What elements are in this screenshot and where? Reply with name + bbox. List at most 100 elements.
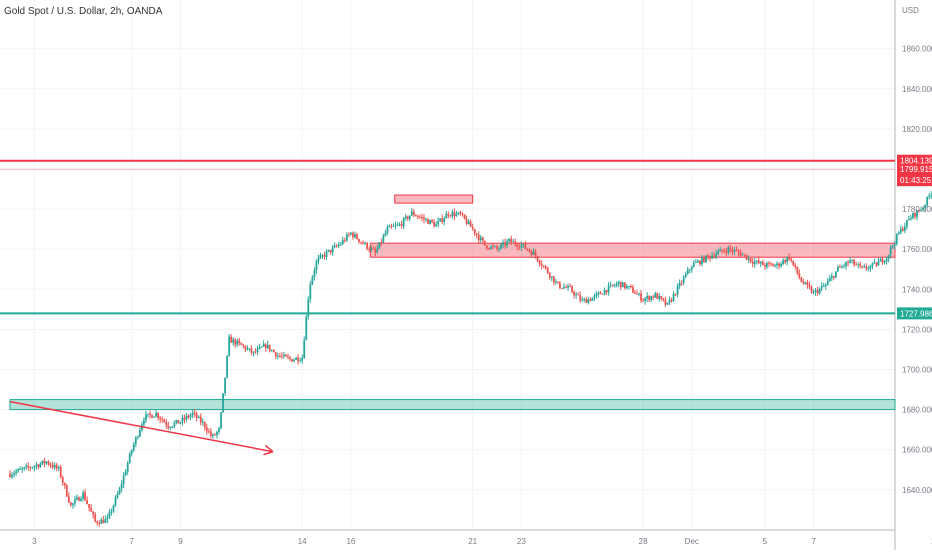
candle-body <box>646 296 649 299</box>
candle-body <box>893 243 896 246</box>
candle-body <box>341 239 344 244</box>
candle-body <box>435 224 438 227</box>
candle-body <box>264 344 267 348</box>
candle-body <box>303 340 306 359</box>
candle-body <box>467 221 470 225</box>
candle-body <box>508 238 511 242</box>
candle-body <box>220 412 222 429</box>
candle-body <box>826 281 829 285</box>
candle-body <box>747 258 750 260</box>
candle-body <box>796 266 799 274</box>
candle-body <box>102 519 105 523</box>
candle-body <box>414 215 417 217</box>
candle-body <box>390 225 393 227</box>
candle-body <box>658 296 661 299</box>
resistance-zone <box>369 242 896 258</box>
candle-body <box>926 196 929 206</box>
candle-body <box>887 254 890 259</box>
candle-body <box>761 261 764 266</box>
price-tick-label: 1860.000 <box>902 45 932 54</box>
candle-body <box>126 463 129 472</box>
candle-body <box>719 249 722 252</box>
candle-body <box>270 350 273 351</box>
candle-body <box>800 277 803 282</box>
candle-body <box>39 463 42 468</box>
candle-body <box>565 287 567 289</box>
candle-body <box>733 249 736 252</box>
candle-body <box>329 249 332 253</box>
candle-body <box>832 276 835 278</box>
candle-body <box>690 266 693 270</box>
candle-body <box>356 234 358 240</box>
price-tick-label: 1760.000 <box>902 245 932 254</box>
candle-body <box>57 467 60 469</box>
candle-body <box>216 431 218 435</box>
candle-body <box>398 224 401 226</box>
candle-body <box>63 482 66 486</box>
candle-body <box>500 244 502 249</box>
candle-body <box>319 255 322 258</box>
candle-body <box>617 281 620 284</box>
candle-body <box>577 294 580 296</box>
candle-body <box>920 209 922 211</box>
candle-body <box>13 473 15 475</box>
candle-body <box>149 413 151 416</box>
candle-body <box>475 233 478 235</box>
date-tick-label: 5 <box>763 537 768 546</box>
candle-body <box>794 264 797 267</box>
candle-body <box>753 261 756 264</box>
candle-body <box>883 261 886 263</box>
candle-body <box>492 246 494 248</box>
candle-body <box>573 291 576 296</box>
candle-body <box>309 284 312 300</box>
candle-body <box>145 414 147 421</box>
candle-body <box>272 350 275 353</box>
candle-body <box>660 296 663 299</box>
candle-body <box>707 255 709 257</box>
candle-body <box>798 273 801 278</box>
candle-body <box>15 471 17 474</box>
candle-body <box>694 262 697 264</box>
candle-body <box>218 428 220 432</box>
candle-body <box>214 434 216 436</box>
candle-body <box>439 218 442 222</box>
candle-body <box>802 281 805 284</box>
candle-body <box>311 277 314 285</box>
candle-body <box>717 251 720 254</box>
support-badge-text: 1727.986 <box>900 309 932 318</box>
candle-body <box>877 261 880 266</box>
candle-body <box>601 294 604 295</box>
candle-body <box>873 262 876 264</box>
candle-body <box>869 266 872 269</box>
candle-body <box>262 344 265 347</box>
candle-body <box>116 494 119 498</box>
candle-body <box>315 261 318 271</box>
candle-body <box>711 255 713 259</box>
candle-body <box>642 300 644 302</box>
candle-body <box>283 354 285 357</box>
candle-body <box>672 293 675 301</box>
date-tick-label: 16 <box>346 537 355 546</box>
price-tick-label: 1680.000 <box>902 406 932 415</box>
candle-body <box>337 244 340 247</box>
candle-body <box>837 267 839 272</box>
candle-body <box>735 249 738 251</box>
candle-body <box>502 242 504 245</box>
candle-body <box>591 297 594 301</box>
candle-body <box>53 464 56 468</box>
candle-body <box>396 224 399 226</box>
candle-body <box>92 511 95 515</box>
candle-body <box>845 262 847 267</box>
candle-body <box>451 212 454 216</box>
candle-body <box>804 282 807 284</box>
candle-body <box>297 357 300 362</box>
candle-body <box>496 246 498 249</box>
candle-body <box>839 267 841 268</box>
candle-body <box>402 218 405 227</box>
candle-body <box>143 420 145 425</box>
candle-body <box>678 282 681 287</box>
candle-body <box>731 249 734 252</box>
candle-body <box>483 240 486 246</box>
resistance-zone <box>394 194 474 204</box>
